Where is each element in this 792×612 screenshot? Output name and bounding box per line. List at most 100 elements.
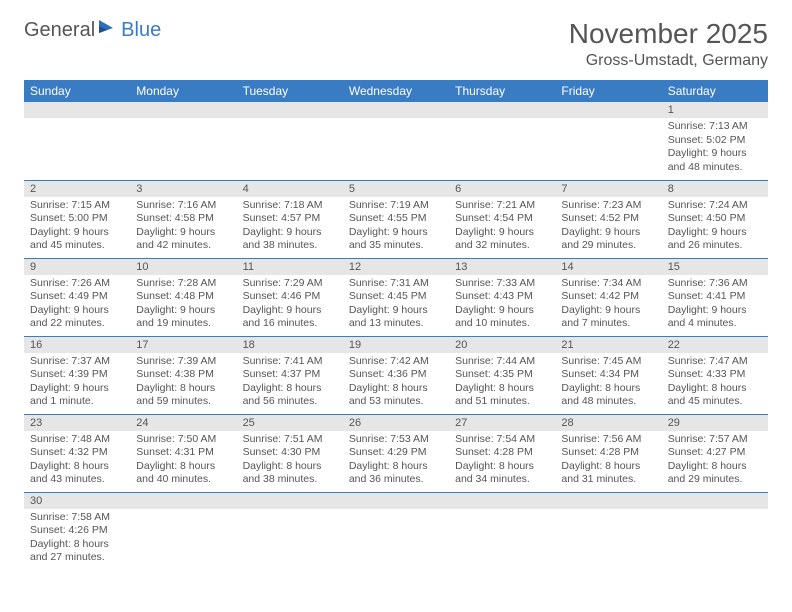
logo-text-1: General <box>24 19 95 42</box>
day-content: Sunrise: 7:54 AMSunset: 4:28 PMDaylight:… <box>449 431 555 492</box>
sunrise-text: Sunrise: 7:50 AM <box>136 433 230 447</box>
daylight-text: Daylight: 8 hours and 38 minutes. <box>243 460 337 487</box>
sunrise-text: Sunrise: 7:26 AM <box>30 277 124 291</box>
col-friday: Friday <box>555 80 661 102</box>
day-number: 25 <box>237 415 343 431</box>
day-number: 8 <box>662 181 768 197</box>
daylight-text: Daylight: 9 hours and 19 minutes. <box>136 304 230 331</box>
calendar-cell: 18Sunrise: 7:41 AMSunset: 4:37 PMDayligh… <box>237 336 343 414</box>
day-number: 4 <box>237 181 343 197</box>
day-number: 30 <box>24 493 130 509</box>
sunrise-text: Sunrise: 7:16 AM <box>136 199 230 213</box>
calendar-cell <box>449 102 555 180</box>
day-number: 14 <box>555 259 661 275</box>
day-number: 23 <box>24 415 130 431</box>
calendar-cell: 27Sunrise: 7:54 AMSunset: 4:28 PMDayligh… <box>449 414 555 492</box>
page: General Blue November 2025 Gross-Umstadt… <box>0 0 792 588</box>
sunrise-text: Sunrise: 7:33 AM <box>455 277 549 291</box>
sunset-text: Sunset: 4:32 PM <box>30 446 124 460</box>
daylight-text: Daylight: 9 hours and 48 minutes. <box>668 147 762 174</box>
day-number: 28 <box>555 415 661 431</box>
sunrise-text: Sunrise: 7:36 AM <box>668 277 762 291</box>
day-number <box>449 102 555 118</box>
col-saturday: Saturday <box>662 80 768 102</box>
day-content: Sunrise: 7:42 AMSunset: 4:36 PMDaylight:… <box>343 353 449 414</box>
calendar-cell: 17Sunrise: 7:39 AMSunset: 4:38 PMDayligh… <box>130 336 236 414</box>
calendar-cell: 24Sunrise: 7:50 AMSunset: 4:31 PMDayligh… <box>130 414 236 492</box>
logo: General Blue <box>24 18 161 42</box>
logo-text-2: Blue <box>121 19 161 42</box>
day-content: Sunrise: 7:37 AMSunset: 4:39 PMDaylight:… <box>24 353 130 414</box>
daylight-text: Daylight: 9 hours and 13 minutes. <box>349 304 443 331</box>
calendar-cell: 15Sunrise: 7:36 AMSunset: 4:41 PMDayligh… <box>662 258 768 336</box>
calendar-cell: 5Sunrise: 7:19 AMSunset: 4:55 PMDaylight… <box>343 180 449 258</box>
calendar-cell <box>24 102 130 180</box>
day-number <box>343 493 449 509</box>
sunset-text: Sunset: 4:45 PM <box>349 290 443 304</box>
day-number <box>449 493 555 509</box>
day-number <box>24 102 130 118</box>
sunset-text: Sunset: 4:38 PM <box>136 368 230 382</box>
sunset-text: Sunset: 4:35 PM <box>455 368 549 382</box>
calendar-cell: 22Sunrise: 7:47 AMSunset: 4:33 PMDayligh… <box>662 336 768 414</box>
calendar-cell: 23Sunrise: 7:48 AMSunset: 4:32 PMDayligh… <box>24 414 130 492</box>
sunset-text: Sunset: 4:48 PM <box>136 290 230 304</box>
calendar-cell <box>555 102 661 180</box>
calendar-cell: 12Sunrise: 7:31 AMSunset: 4:45 PMDayligh… <box>343 258 449 336</box>
col-sunday: Sunday <box>24 80 130 102</box>
daylight-text: Daylight: 9 hours and 35 minutes. <box>349 226 443 253</box>
sunset-text: Sunset: 4:37 PM <box>243 368 337 382</box>
day-number: 11 <box>237 259 343 275</box>
sunset-text: Sunset: 4:43 PM <box>455 290 549 304</box>
calendar-cell: 9Sunrise: 7:26 AMSunset: 4:49 PMDaylight… <box>24 258 130 336</box>
calendar-cell: 4Sunrise: 7:18 AMSunset: 4:57 PMDaylight… <box>237 180 343 258</box>
sunrise-text: Sunrise: 7:13 AM <box>668 120 762 134</box>
sunrise-text: Sunrise: 7:29 AM <box>243 277 337 291</box>
sunset-text: Sunset: 5:00 PM <box>30 212 124 226</box>
sunrise-text: Sunrise: 7:18 AM <box>243 199 337 213</box>
day-number: 16 <box>24 337 130 353</box>
sunset-text: Sunset: 4:30 PM <box>243 446 337 460</box>
day-number: 9 <box>24 259 130 275</box>
calendar-cell: 11Sunrise: 7:29 AMSunset: 4:46 PMDayligh… <box>237 258 343 336</box>
sunset-text: Sunset: 4:29 PM <box>349 446 443 460</box>
sunset-text: Sunset: 4:58 PM <box>136 212 230 226</box>
daylight-text: Daylight: 9 hours and 10 minutes. <box>455 304 549 331</box>
day-content: Sunrise: 7:58 AMSunset: 4:26 PMDaylight:… <box>24 509 130 570</box>
day-content: Sunrise: 7:44 AMSunset: 4:35 PMDaylight:… <box>449 353 555 414</box>
sunrise-text: Sunrise: 7:57 AM <box>668 433 762 447</box>
calendar-row: 2Sunrise: 7:15 AMSunset: 5:00 PMDaylight… <box>24 180 768 258</box>
calendar-cell: 19Sunrise: 7:42 AMSunset: 4:36 PMDayligh… <box>343 336 449 414</box>
day-content: Sunrise: 7:15 AMSunset: 5:00 PMDaylight:… <box>24 197 130 258</box>
sunrise-text: Sunrise: 7:48 AM <box>30 433 124 447</box>
day-content: Sunrise: 7:48 AMSunset: 4:32 PMDaylight:… <box>24 431 130 492</box>
day-number <box>662 493 768 509</box>
day-number: 22 <box>662 337 768 353</box>
calendar-cell: 16Sunrise: 7:37 AMSunset: 4:39 PMDayligh… <box>24 336 130 414</box>
sunrise-text: Sunrise: 7:54 AM <box>455 433 549 447</box>
sunrise-text: Sunrise: 7:42 AM <box>349 355 443 369</box>
daylight-text: Daylight: 8 hours and 34 minutes. <box>455 460 549 487</box>
daylight-text: Daylight: 9 hours and 29 minutes. <box>561 226 655 253</box>
calendar-cell <box>662 492 768 570</box>
sunset-text: Sunset: 4:41 PM <box>668 290 762 304</box>
day-content: Sunrise: 7:31 AMSunset: 4:45 PMDaylight:… <box>343 275 449 336</box>
daylight-text: Daylight: 8 hours and 40 minutes. <box>136 460 230 487</box>
day-content: Sunrise: 7:28 AMSunset: 4:48 PMDaylight:… <box>130 275 236 336</box>
calendar-cell: 25Sunrise: 7:51 AMSunset: 4:30 PMDayligh… <box>237 414 343 492</box>
sunrise-text: Sunrise: 7:31 AM <box>349 277 443 291</box>
daylight-text: Daylight: 8 hours and 56 minutes. <box>243 382 337 409</box>
sunrise-text: Sunrise: 7:58 AM <box>30 511 124 525</box>
calendar-cell: 13Sunrise: 7:33 AMSunset: 4:43 PMDayligh… <box>449 258 555 336</box>
day-content: Sunrise: 7:19 AMSunset: 4:55 PMDaylight:… <box>343 197 449 258</box>
day-content: Sunrise: 7:41 AMSunset: 4:37 PMDaylight:… <box>237 353 343 414</box>
day-content: Sunrise: 7:39 AMSunset: 4:38 PMDaylight:… <box>130 353 236 414</box>
sunset-text: Sunset: 4:50 PM <box>668 212 762 226</box>
daylight-text: Daylight: 9 hours and 1 minute. <box>30 382 124 409</box>
calendar-cell: 6Sunrise: 7:21 AMSunset: 4:54 PMDaylight… <box>449 180 555 258</box>
day-content: Sunrise: 7:36 AMSunset: 4:41 PMDaylight:… <box>662 275 768 336</box>
col-thursday: Thursday <box>449 80 555 102</box>
calendar-cell: 10Sunrise: 7:28 AMSunset: 4:48 PMDayligh… <box>130 258 236 336</box>
day-content: Sunrise: 7:34 AMSunset: 4:42 PMDaylight:… <box>555 275 661 336</box>
daylight-text: Daylight: 9 hours and 7 minutes. <box>561 304 655 331</box>
